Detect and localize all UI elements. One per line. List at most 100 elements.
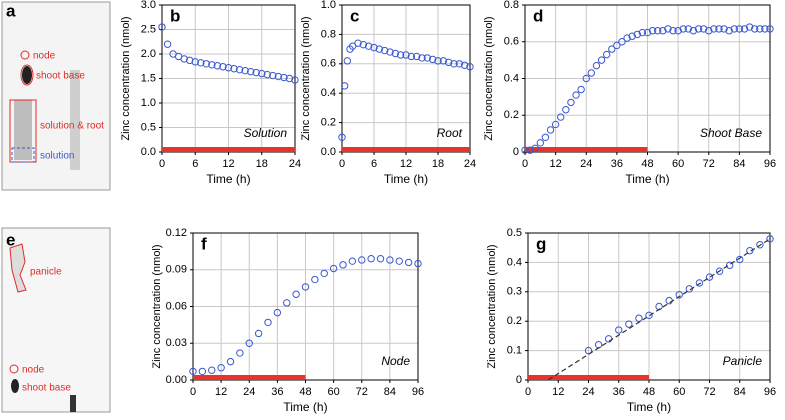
x-tick-label: 24 (580, 158, 592, 170)
y-axis-title: Zinc concentration (nmol) (300, 16, 312, 140)
image-label: node (22, 365, 45, 376)
data-point (705, 273, 714, 281)
data-point (339, 261, 347, 269)
image-label: node (33, 51, 56, 62)
data-point (414, 259, 422, 268)
data-point (679, 25, 687, 33)
data-point (725, 27, 733, 35)
data-point (628, 32, 636, 40)
x-axis-title: Time (h) (625, 172, 669, 186)
data-point (587, 69, 596, 77)
data-point (217, 364, 225, 372)
data-point (720, 25, 728, 33)
data-point (557, 113, 565, 121)
highlight-bar (162, 147, 295, 152)
panel-letter: e (6, 230, 15, 249)
x-tick-label: 84 (733, 158, 745, 170)
data-point (291, 76, 299, 84)
data-point (740, 25, 749, 33)
data-point (526, 146, 534, 154)
data-point (551, 120, 560, 129)
autoradiograph-a: a node shoot base solution & root soluti… (1, 1, 111, 191)
data-point (428, 55, 437, 64)
y-tick-label: 0.06 (166, 300, 187, 312)
y-tick-label: 0.00 (166, 374, 187, 386)
data-point (423, 54, 432, 62)
y-tick-label: 0.4 (504, 72, 519, 84)
blob (11, 379, 19, 393)
data-point (694, 25, 703, 33)
x-tick-label: 96 (764, 158, 776, 170)
data-point (746, 246, 754, 255)
data-point (643, 28, 652, 37)
data-point (675, 291, 683, 299)
data-point (230, 65, 238, 73)
trend-line (547, 238, 771, 381)
data-point (380, 46, 389, 55)
data-point (219, 63, 227, 71)
data-point (618, 38, 626, 46)
data-point (364, 42, 373, 50)
data-point (635, 314, 643, 322)
data-point (439, 57, 448, 65)
x-tick-label: 12 (550, 158, 562, 170)
x-axis-title: Time (h) (283, 400, 327, 414)
data-point (592, 61, 601, 70)
y-tick-label: 2.0 (141, 48, 156, 60)
data-point (531, 144, 539, 153)
x-tick-label: 48 (641, 158, 653, 170)
y-tick-label: 0.03 (166, 337, 187, 349)
data-point (263, 70, 271, 79)
x-tick-label: 96 (412, 386, 424, 398)
highlight-bar (193, 375, 306, 380)
x-tick-label: 0 (339, 158, 345, 170)
data-point (343, 57, 352, 65)
data-point (407, 52, 416, 61)
data-point (450, 60, 458, 68)
data-point (582, 74, 590, 83)
y-tick-label: 0 (513, 146, 519, 158)
data-point (311, 275, 319, 284)
y-tick-label: 1.0 (321, 0, 336, 11)
panel-letter: a (6, 1, 16, 20)
y-tick-label: 2.5 (141, 23, 156, 35)
data-point (320, 269, 328, 278)
x-tick-label: 12 (222, 158, 234, 170)
data-point (745, 23, 754, 31)
data-point (186, 56, 194, 65)
blob (70, 70, 80, 170)
data-point (674, 27, 682, 35)
data-point (730, 25, 738, 33)
data-point (638, 28, 647, 37)
data-point (684, 25, 693, 33)
data-point (189, 367, 197, 376)
x-tick-label: 72 (703, 158, 715, 170)
annotation: Node (381, 354, 410, 368)
data-point (699, 25, 708, 33)
y-tick-label: 0.4 (321, 87, 336, 99)
x-tick-label: 48 (643, 386, 655, 398)
data-point (391, 49, 400, 58)
data-point (648, 27, 657, 35)
y-tick-label: 0.3 (507, 286, 522, 298)
annotation: Root (437, 126, 463, 140)
data-point (418, 54, 426, 62)
data-point (386, 48, 394, 56)
annotation: Solution (244, 126, 288, 140)
data-point (367, 255, 375, 263)
data-point (455, 60, 464, 68)
data-point (750, 25, 759, 33)
x-tick-label: 12 (552, 386, 564, 398)
data-point (245, 339, 253, 347)
data-point (376, 255, 385, 263)
data-point (252, 68, 260, 77)
data-point (572, 91, 580, 99)
data-point (208, 366, 216, 374)
data-point (236, 349, 244, 357)
data-point (208, 61, 216, 69)
data-point (521, 146, 529, 154)
data-point (412, 52, 421, 61)
data-point (404, 258, 413, 267)
data-point (597, 56, 606, 64)
